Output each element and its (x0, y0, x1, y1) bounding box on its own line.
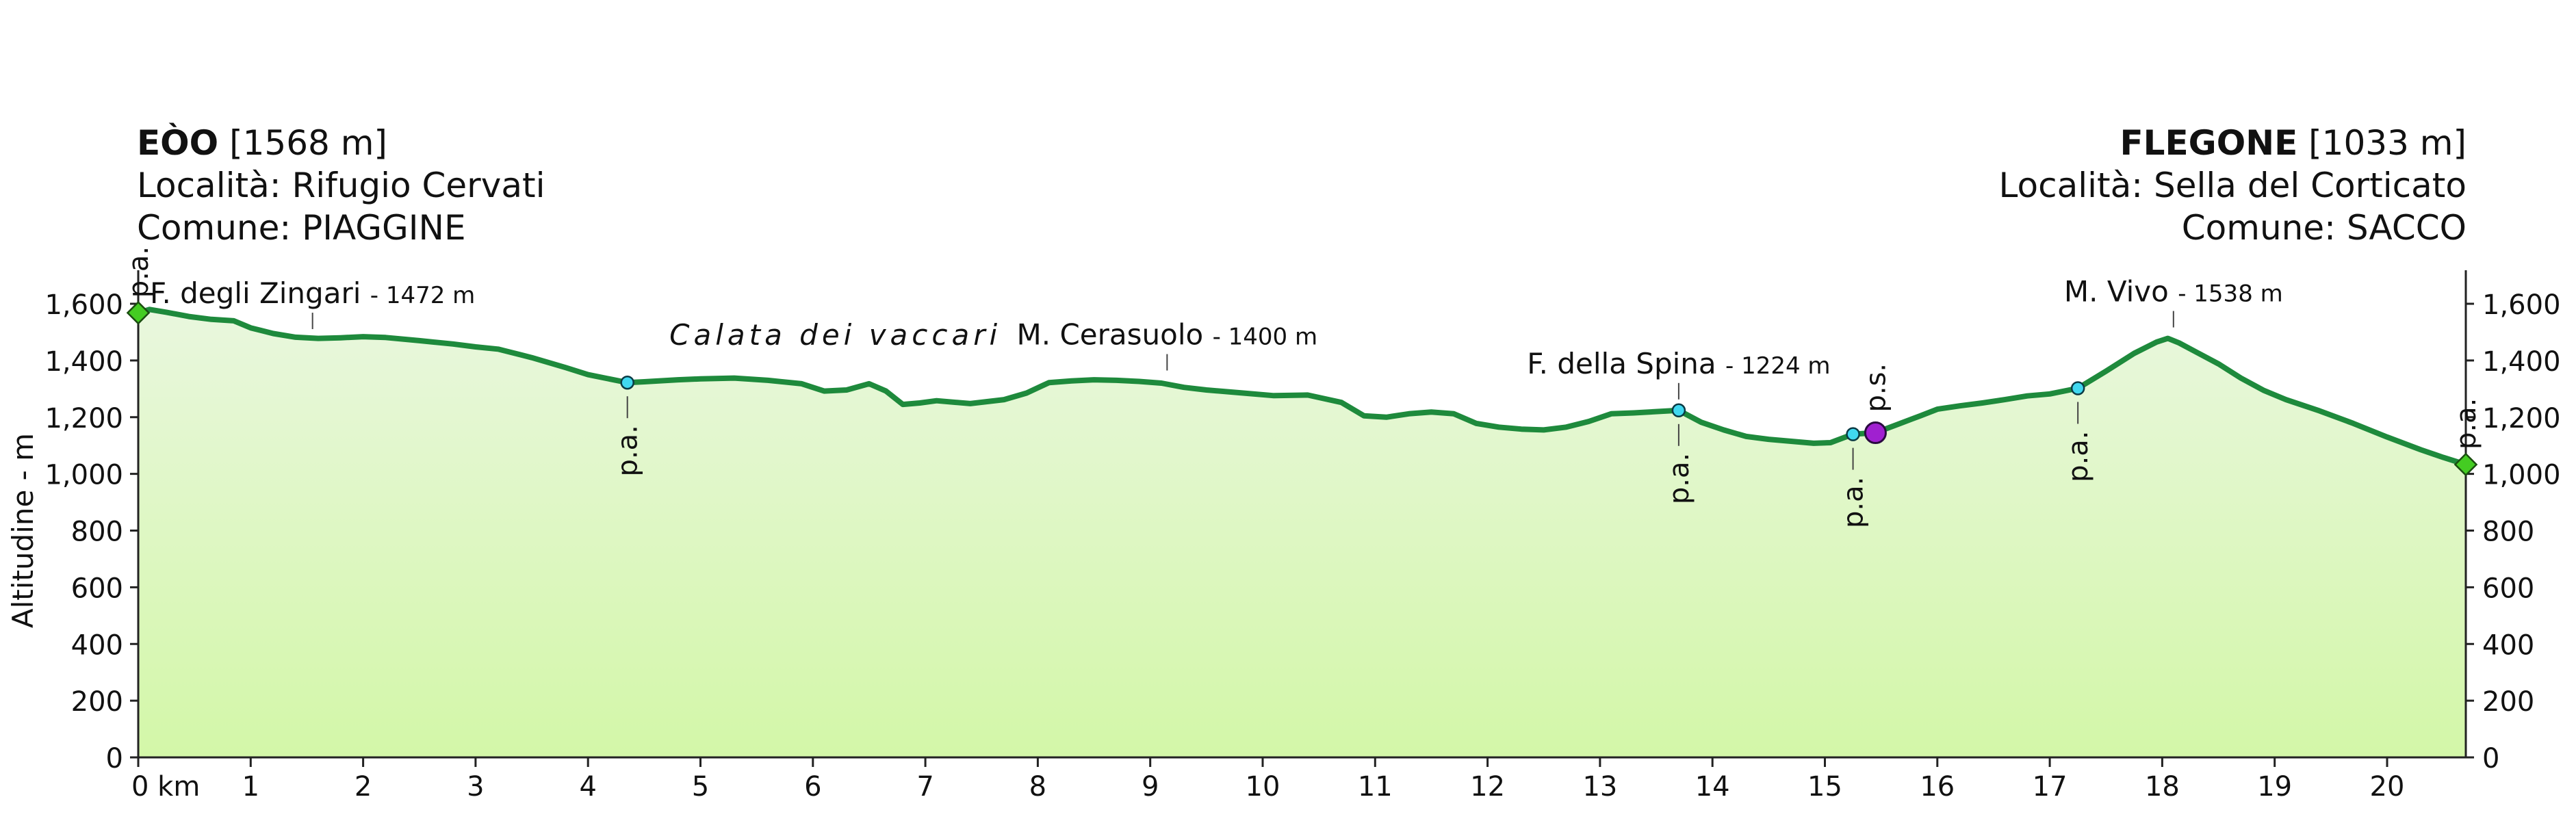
start-point-info: EÒO [1568 m] Località: Rifugio Cervati C… (137, 122, 545, 249)
annotation-label: M. Cerasuolo - 1400 m (1017, 318, 1318, 352)
water-point-marker (1846, 427, 1860, 441)
x-tick-label: 16 (1920, 771, 1955, 803)
annotation-name: M. Cerasuolo (1017, 318, 1213, 352)
start-elevation: [1568 m] (229, 123, 387, 163)
annotation-label: M. Vivo - 1538 m (2064, 275, 2283, 309)
annotation-elevation: - 1400 m (1213, 324, 1318, 351)
y-tick-label-right: 1,400 (2482, 346, 2561, 378)
region-label: Calata dei vaccari (669, 318, 1001, 352)
y-tick-label-left: 600 (71, 573, 123, 604)
y-tick-label-left: 1,000 (44, 460, 123, 491)
y-tick-label-right: 1,200 (2482, 403, 2561, 434)
x-tick-label: 10 (1246, 771, 1280, 803)
station-marker (1864, 421, 1887, 445)
y-tick-label-right: 200 (2482, 686, 2534, 718)
point-label: p.a. (1664, 453, 1695, 504)
x-tick-label: 12 (1470, 771, 1505, 803)
x-tick-label: 20 (2370, 771, 2405, 803)
endpoint-marker (2453, 452, 2478, 477)
start-comune: Comune: PIAGGINE (137, 208, 466, 248)
x-tick-label: 14 (1695, 771, 1730, 803)
x-tick-label: 2 (355, 771, 372, 803)
y-tick-label-left: 200 (71, 686, 123, 718)
y-tick-label-right: 1,000 (2482, 460, 2561, 491)
annotation-name: F. della Spina (1527, 347, 1725, 380)
end-point-info: FLEGONE [1033 m] Località: Sella del Cor… (1999, 122, 2466, 249)
end-name: FLEGONE (2120, 123, 2298, 163)
annotation-label: F. della Spina - 1224 m (1527, 347, 1830, 380)
y-tick-label-right: 1,600 (2482, 289, 2561, 321)
x-tick-label: 11 (1358, 771, 1393, 803)
end-locality: Località: Sella del Corticato (1998, 166, 2466, 205)
end-comune: Comune: SACCO (2181, 208, 2466, 248)
x-tick-label: 7 (916, 771, 933, 803)
point-label: p.s. (1860, 363, 1892, 413)
start-locality: Località: Rifugio Cervati (137, 166, 545, 205)
annotation-elevation: - 1472 m (370, 282, 476, 309)
y-tick-label-left: 1,400 (44, 346, 123, 378)
x-tick-label: 9 (1142, 771, 1159, 803)
x-tick-label: 4 (579, 771, 596, 803)
x-tick-label: 18 (2145, 771, 2180, 803)
annotation-elevation: - 1224 m (1725, 352, 1831, 380)
y-tick-label-right: 800 (2482, 517, 2534, 548)
point-label: p.a. (2063, 430, 2094, 482)
x-tick-label: 6 (804, 771, 821, 803)
y-tick-label-left: 1,600 (44, 289, 123, 321)
water-point-marker (620, 375, 634, 390)
x-tick-label: 0 km (131, 771, 200, 803)
point-label: p.a. (123, 246, 155, 298)
point-label: p.a. (613, 425, 644, 476)
y-tick-label-left: 800 (71, 517, 123, 548)
y-axis-label: Altitudine - m (6, 433, 40, 628)
water-point-marker (2070, 381, 2085, 395)
y-tick-label-left: 400 (71, 629, 123, 661)
y-tick-label-left: 1,200 (44, 403, 123, 434)
x-tick-label: 13 (1582, 771, 1617, 803)
y-tick-label-right: 600 (2482, 573, 2534, 604)
profile-area (138, 309, 2466, 757)
start-name: EÒO (137, 123, 219, 163)
annotation-name: F. degli Zingari (150, 276, 370, 310)
annotation-name: M. Vivo (2064, 275, 2178, 309)
endpoint-marker (126, 300, 151, 325)
x-tick-label: 3 (467, 771, 484, 803)
annotation-elevation: - 1538 m (2178, 281, 2283, 308)
point-label: p.a. (2451, 398, 2482, 449)
y-tick-label-right: 0 (2482, 743, 2499, 774)
annotation-label: F. degli Zingari - 1472 m (150, 276, 475, 310)
x-tick-label: 15 (1807, 771, 1842, 803)
x-tick-label: 8 (1029, 771, 1046, 803)
y-tick-label-left: 0 (106, 743, 123, 774)
point-label: p.a. (1838, 477, 1870, 528)
x-tick-label: 19 (2257, 771, 2292, 803)
x-tick-label: 1 (242, 771, 259, 803)
water-point-marker (1671, 403, 1686, 418)
y-tick-label-right: 400 (2482, 629, 2534, 661)
end-elevation: [1033 m] (2308, 123, 2466, 163)
x-tick-label: 17 (2033, 771, 2068, 803)
x-tick-label: 5 (692, 771, 709, 803)
